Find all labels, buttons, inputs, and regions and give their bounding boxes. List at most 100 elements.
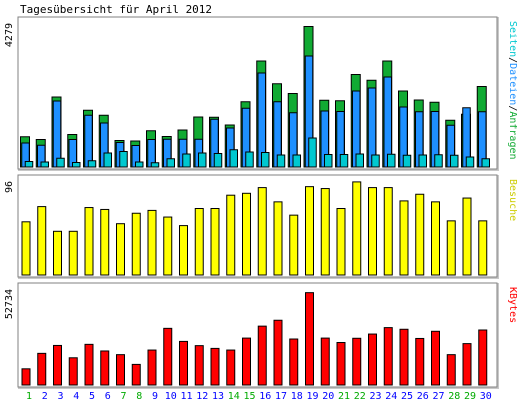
bar-besuche — [368, 187, 377, 276]
bar-besuche — [179, 225, 188, 276]
x-tick-label: 17 — [275, 391, 287, 402]
x-tick-label: 24 — [385, 391, 397, 402]
bar-seiten — [418, 154, 427, 168]
bar-seiten — [450, 154, 459, 168]
bar-dateien — [84, 114, 93, 168]
bar-seiten — [402, 154, 412, 168]
bar-seiten — [150, 162, 160, 168]
bar-seiten — [465, 156, 475, 168]
bar-kbytes — [147, 349, 157, 386]
bar-besuche — [305, 186, 314, 276]
bar-kbytes — [368, 333, 377, 386]
x-tick-label: 2 — [42, 391, 48, 402]
x-tick-label: 5 — [89, 391, 95, 402]
x-tick-label: 7 — [120, 391, 126, 402]
bar-besuche — [116, 223, 125, 276]
x-tick-label: 13 — [212, 391, 224, 402]
bar-seiten — [339, 154, 349, 168]
bar-seiten — [166, 158, 175, 168]
x-tick-label: 10 — [165, 391, 177, 402]
x-tick-label: 8 — [136, 391, 142, 402]
bar-kbytes — [163, 327, 173, 386]
bar-besuche — [478, 220, 488, 276]
bar-seiten — [24, 161, 34, 168]
bar-seiten — [261, 152, 270, 168]
series-axis-label: KBytes — [507, 287, 517, 323]
x-tick-label: 23 — [369, 391, 381, 402]
bar-besuche — [131, 212, 141, 276]
bar-seiten — [276, 154, 286, 168]
bar-besuche — [210, 208, 220, 276]
bar-besuche — [383, 187, 393, 276]
x-tick-label: 25 — [401, 391, 413, 402]
x-tick-label: 29 — [464, 391, 476, 402]
x-tick-label: 16 — [259, 391, 271, 402]
bar-seiten — [213, 153, 223, 168]
x-tick-label: 14 — [228, 391, 240, 402]
bar-seiten — [481, 158, 490, 168]
bar-seiten — [56, 157, 65, 168]
bar-kbytes — [462, 343, 472, 386]
bar-seiten — [198, 152, 207, 168]
series-axis-label-part: Dateien — [507, 63, 517, 105]
y-max-label: 96 — [4, 181, 15, 193]
bar-kbytes — [179, 340, 188, 386]
bar-seiten — [434, 154, 443, 168]
bar-kbytes — [100, 350, 110, 386]
x-tick-label: 22 — [354, 391, 366, 402]
bar-seiten — [87, 160, 97, 168]
bar-seiten — [387, 153, 396, 168]
bar-seiten — [308, 137, 317, 168]
bar-besuche — [352, 181, 362, 276]
bar-kbytes — [352, 337, 362, 386]
bar-besuche — [163, 216, 173, 276]
bar-besuche — [84, 207, 94, 276]
bar-kbytes — [53, 344, 62, 386]
bar-seiten — [135, 161, 144, 168]
x-tick-label: 18 — [291, 391, 303, 402]
bar-seiten — [245, 151, 254, 168]
bar-kbytes — [415, 337, 425, 386]
bar-kbytes — [399, 328, 409, 386]
bar-kbytes — [116, 354, 125, 386]
bar-dateien — [383, 76, 392, 168]
bar-besuche — [273, 201, 283, 276]
y-max-label: 4279 — [4, 23, 15, 47]
bar-kbytes — [68, 357, 78, 386]
bar-kbytes — [21, 368, 31, 386]
x-tick-label: 15 — [243, 391, 255, 402]
bar-besuche — [257, 187, 267, 276]
bar-seiten — [103, 152, 112, 168]
x-tick-label: 12 — [196, 391, 208, 402]
series-axis-label: Besuche — [507, 179, 517, 221]
x-tick-label: 1 — [26, 391, 32, 402]
y-max-label: 52734 — [4, 289, 15, 319]
bar-besuche — [100, 208, 110, 276]
bar-kbytes — [431, 330, 440, 386]
bar-kbytes — [478, 329, 488, 386]
x-tick-label: 9 — [152, 391, 158, 402]
bar-besuche — [21, 221, 31, 276]
bar-kbytes — [289, 338, 299, 386]
bar-besuche — [242, 192, 251, 276]
bar-kbytes — [194, 345, 204, 386]
x-tick-label: 4 — [73, 391, 79, 402]
x-tick-label: 11 — [180, 391, 192, 402]
bar-besuche — [147, 209, 157, 276]
bar-seiten — [292, 154, 301, 168]
bar-kbytes — [305, 292, 314, 386]
bar-besuche — [336, 208, 346, 276]
bar-seiten — [324, 154, 333, 168]
bar-kbytes — [446, 354, 456, 386]
bar-kbytes — [273, 319, 283, 386]
bar-besuche — [53, 230, 62, 276]
bar-seiten — [371, 154, 380, 168]
x-tick-label: 20 — [322, 391, 334, 402]
x-tick-label: 21 — [338, 391, 350, 402]
bar-kbytes — [257, 325, 267, 386]
bar-seiten — [355, 153, 364, 168]
series-axis-label-part: Anfragen — [507, 111, 517, 159]
x-tick-label: 30 — [480, 391, 492, 402]
